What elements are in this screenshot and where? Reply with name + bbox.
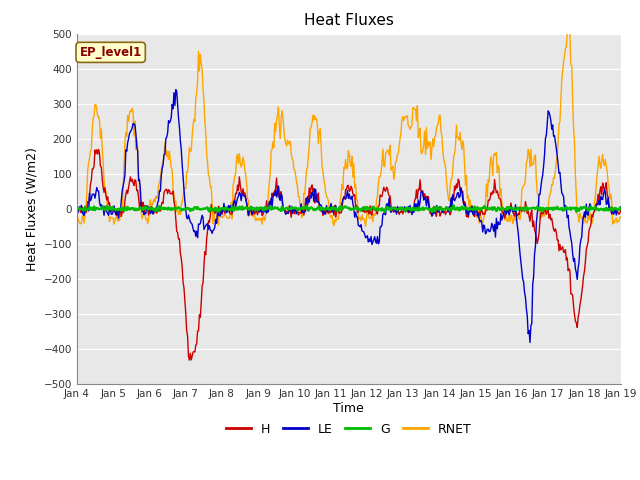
G xyxy=(450,203,458,208)
LE xyxy=(169,106,177,112)
RNET xyxy=(73,208,81,214)
Line: H: H xyxy=(77,149,621,360)
LE xyxy=(394,208,402,214)
Text: EP_level1: EP_level1 xyxy=(79,46,142,59)
Line: RNET: RNET xyxy=(77,27,621,227)
RNET xyxy=(213,217,221,223)
RNET xyxy=(394,151,402,156)
RNET xyxy=(362,224,369,229)
G xyxy=(73,206,81,212)
G xyxy=(437,204,445,210)
Line: LE: LE xyxy=(77,90,621,342)
LE xyxy=(73,205,81,211)
G xyxy=(428,209,436,215)
Title: Heat Fluxes: Heat Fluxes xyxy=(304,13,394,28)
LE xyxy=(617,204,625,210)
RNET xyxy=(565,24,573,30)
RNET xyxy=(319,168,327,174)
X-axis label: Time: Time xyxy=(333,402,364,415)
H xyxy=(214,204,222,209)
G xyxy=(169,206,177,212)
H xyxy=(186,357,193,363)
LE xyxy=(437,205,445,211)
LE xyxy=(483,227,491,232)
H xyxy=(617,208,625,214)
G xyxy=(484,206,492,212)
H xyxy=(73,207,81,213)
Y-axis label: Heat Fluxes (W/m2): Heat Fluxes (W/m2) xyxy=(25,147,38,271)
G xyxy=(319,206,327,212)
H xyxy=(396,212,403,217)
RNET xyxy=(483,194,491,200)
RNET xyxy=(617,215,625,220)
LE xyxy=(526,339,534,345)
H xyxy=(438,209,445,215)
G xyxy=(213,206,221,212)
RNET xyxy=(169,187,177,193)
Line: G: G xyxy=(77,205,621,212)
LE xyxy=(172,87,180,93)
RNET xyxy=(437,128,445,133)
H xyxy=(321,209,328,215)
G xyxy=(617,206,625,212)
G xyxy=(394,207,401,213)
H xyxy=(95,146,102,152)
H xyxy=(170,199,178,204)
Legend: H, LE, G, RNET: H, LE, G, RNET xyxy=(221,418,476,441)
H xyxy=(484,197,492,203)
LE xyxy=(214,209,221,215)
LE xyxy=(320,212,328,217)
